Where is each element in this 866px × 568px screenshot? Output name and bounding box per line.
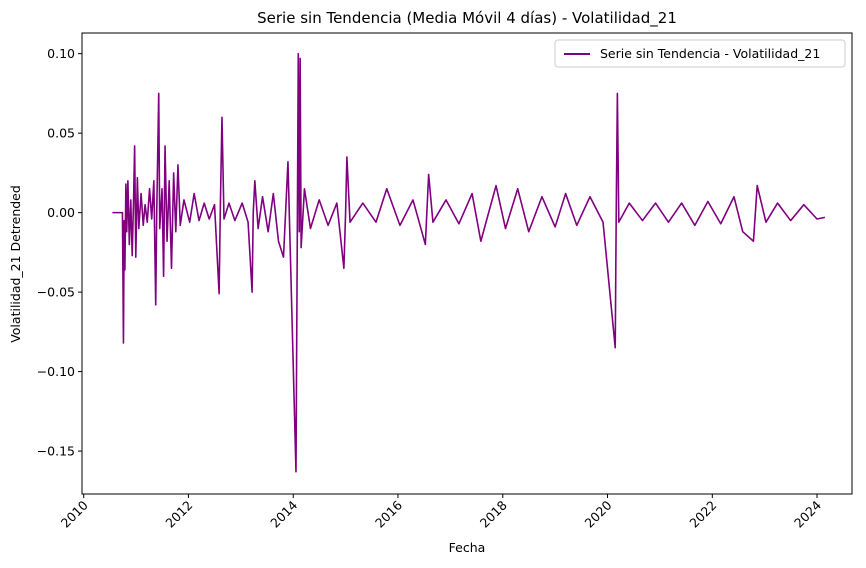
y-axis-label: Volatilidad_21 Detrended [8,185,23,343]
x-tick-label: 2018 [477,497,510,530]
y-tick-label: 0.00 [47,205,75,220]
legend-box [554,39,846,68]
y-tick-label: −0.15 [37,444,75,459]
legend: Serie sin Tendencia - Volatilidad_21 [554,39,846,68]
x-axis-label: Fecha [449,540,486,555]
x-tick-label: 2016 [372,497,405,530]
chart-title: Serie sin Tendencia (Media Móvil 4 días)… [257,9,677,28]
x-tick-label: 2012 [162,498,195,531]
x-axis: 2010 2012 2014 2016 2018 2020 2022 2024 [58,494,824,531]
y-tick-label: −0.10 [37,364,75,379]
y-axis: 0.10 0.05 0.00 −0.05 −0.10 −0.15 [37,46,82,459]
legend-label-series-1: Serie sin Tendencia - Volatilidad_21 [600,46,820,61]
x-tick-label: 2024 [791,497,824,530]
plot-area [112,52,826,473]
x-tick-label: 2014 [267,497,300,530]
y-tick-label: 0.05 [47,126,75,141]
x-tick-label: 2022 [686,498,719,531]
x-tick-label: 2010 [58,497,91,530]
y-tick-label: 0.10 [47,46,75,61]
x-tick-label: 2020 [581,497,614,530]
y-tick-label: −0.05 [37,285,75,300]
plot-frame [81,32,853,495]
series-line-1 [112,52,826,473]
